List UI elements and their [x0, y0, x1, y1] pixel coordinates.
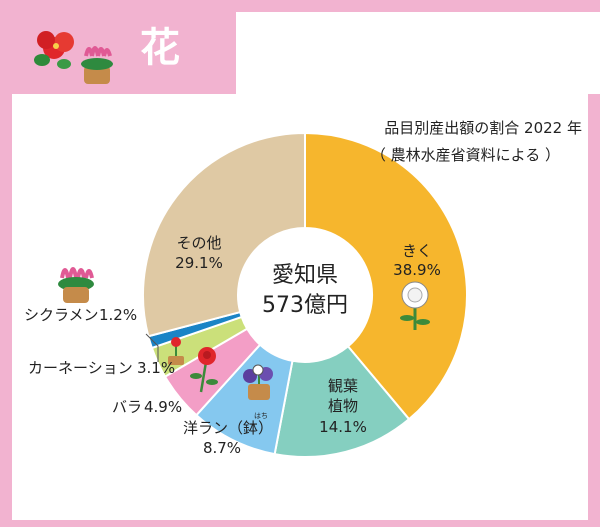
value-other: 29.1%	[175, 254, 223, 272]
page-title: 花	[140, 25, 180, 71]
leader-line-cyclamen	[145, 333, 159, 362]
chrysanthemum-icon	[400, 281, 430, 330]
center-label-1: 愛知県	[272, 263, 338, 288]
label-kanyo-2: 植物	[328, 397, 358, 415]
donut-hole	[238, 228, 372, 362]
value-carnation: 3.1%	[137, 359, 175, 377]
source-line-1: 品目別産出額の割合 2022 年	[384, 119, 582, 137]
label-kiku: きく	[402, 242, 432, 260]
label-bara: バラ	[112, 398, 142, 416]
value-kiku: 38.9%	[393, 261, 441, 279]
label-yoran: 洋ラン（鉢）	[183, 419, 273, 437]
title-tab	[0, 0, 236, 94]
label-kanyo-1: 観葉	[328, 377, 358, 395]
cyclamen-icon	[58, 267, 94, 303]
ruby-hachi: はち	[254, 412, 268, 420]
center-label-2: 573億円	[262, 293, 348, 318]
flower-icon	[34, 31, 113, 84]
slices-group	[142, 131, 468, 458]
orchid-icon	[243, 364, 273, 400]
label-other: その他	[176, 234, 221, 252]
header-corner	[236, 12, 600, 94]
value-bara: 4.9%	[144, 398, 182, 416]
value-cyclamen: 1.2%	[99, 306, 137, 324]
value-yoran: 8.7%	[203, 439, 241, 457]
label-cyclamen: シクラメン	[24, 306, 99, 324]
source-line-2: （ 農林水産省資料による ）	[371, 146, 560, 164]
value-kanyo: 14.1%	[319, 418, 367, 436]
carnation-icon	[168, 337, 184, 365]
rose-icon	[190, 347, 218, 393]
label-carnation: カーネーション	[28, 359, 133, 377]
